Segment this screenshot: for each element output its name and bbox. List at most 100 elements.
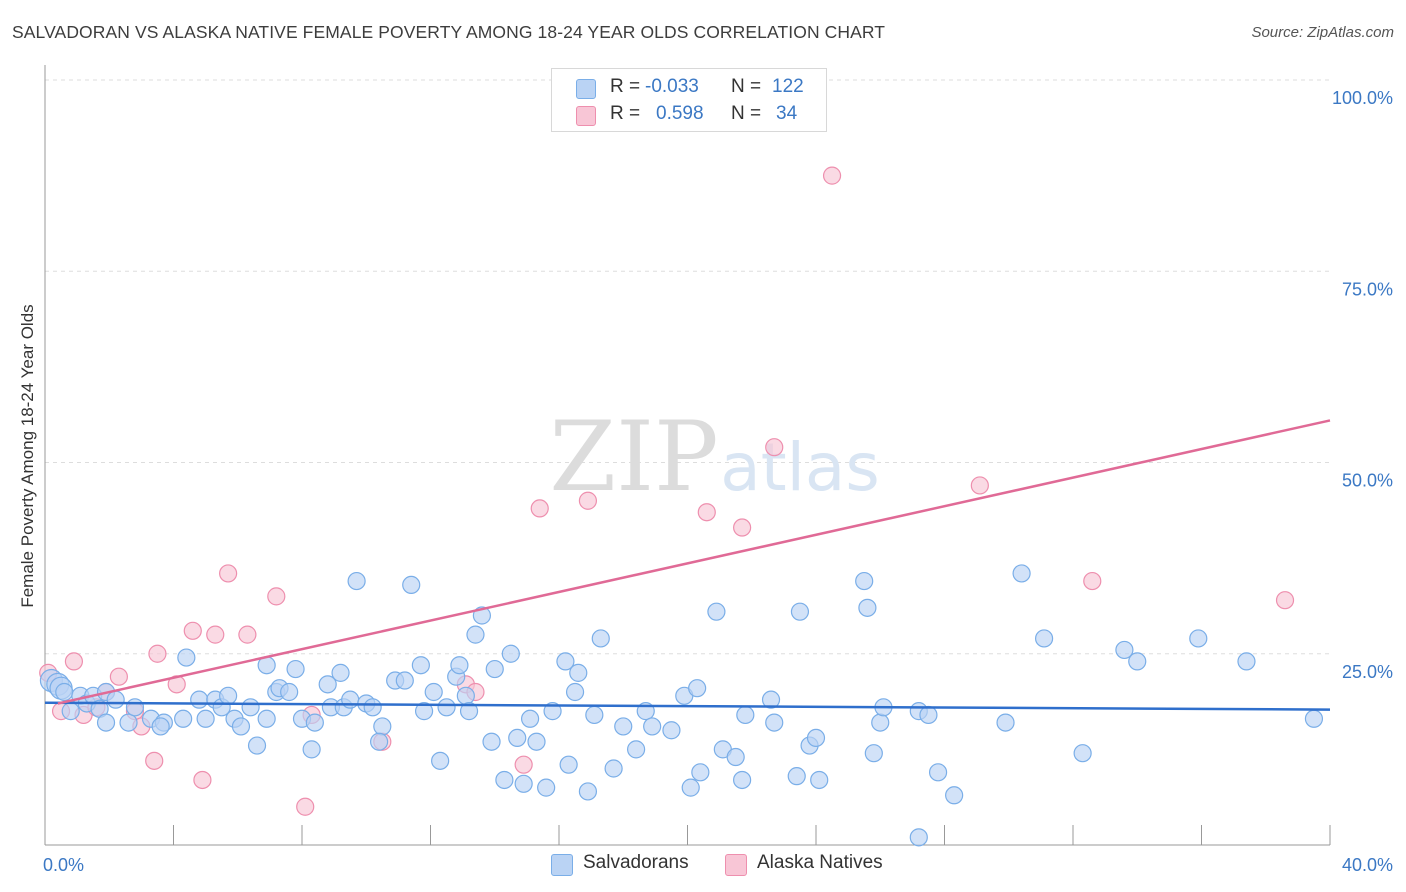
salvadorans-point	[520, 709, 540, 728]
salvadorans-point	[431, 751, 450, 770]
alaska-natives-point	[765, 438, 784, 457]
salvadorans-point	[257, 709, 276, 728]
y-tick-label: 100.0%	[1332, 88, 1393, 108]
salvadorans-point	[1189, 629, 1208, 648]
alaska-natives-point	[183, 621, 202, 640]
salvadorans-point	[231, 717, 251, 736]
salvadorans-point	[527, 732, 546, 751]
correlation-legend: R = -0.033 N = 122 R = 0.598 N = 34	[551, 68, 827, 132]
x-tick-label: 40.0%	[1342, 855, 1393, 875]
salvadorans-point	[1115, 640, 1134, 660]
salvadorans-point	[787, 767, 806, 786]
salvadorans-point	[196, 709, 215, 728]
salvadorans-point	[855, 571, 874, 591]
salvadorans-point	[411, 656, 430, 675]
x-tick-label: 0.0%	[43, 855, 84, 875]
salvadorans-point	[177, 648, 196, 667]
alaska-natives-legend-swatch	[725, 854, 747, 876]
alaska-natives-point	[697, 503, 716, 522]
salvadorans-point	[537, 778, 556, 797]
salvadorans-point	[591, 629, 610, 648]
salvadorans-point	[810, 770, 829, 790]
salvadorans-point	[373, 717, 392, 736]
salvadorans-point	[1304, 709, 1324, 728]
salvadorans-point	[151, 717, 170, 736]
alaska-natives-point	[514, 755, 533, 774]
alaska-natives-point	[296, 797, 315, 816]
salvadorans-point	[858, 598, 877, 617]
salvadorans-point	[280, 682, 299, 702]
salvadorans-point	[909, 828, 928, 847]
axes	[44, 65, 1331, 846]
salvadorans-point	[466, 625, 485, 644]
salvadorans-point	[569, 663, 588, 682]
y-tick-label: 25.0%	[1342, 662, 1393, 682]
salvadorans-point	[707, 602, 726, 621]
alaska-natives-point	[238, 625, 257, 644]
salvadorans-trend-line	[44, 701, 1331, 711]
salvadorans-n-value: 122	[772, 76, 804, 97]
salvadorans-point	[691, 763, 710, 782]
tick-labels: 0.0% 40.0% 25.0% 50.0% 75.0% 100.0%	[43, 88, 1393, 875]
alaska-natives-r-value: 0.598	[656, 103, 704, 124]
salvadorans-point	[96, 713, 116, 732]
alaska-natives-point	[1083, 571, 1102, 591]
salvadorans-point	[414, 702, 434, 721]
salvadorans-point	[565, 682, 585, 702]
salvadorans-point	[106, 690, 125, 709]
salvadorans-point	[219, 686, 238, 705]
n-label: N =	[731, 103, 762, 124]
salvadorans-point	[1128, 652, 1147, 671]
salvadorans-point	[370, 732, 389, 751]
salvadorans-point	[190, 690, 209, 709]
alaska-natives-point	[822, 166, 842, 185]
watermark-zip: ZIP	[549, 401, 718, 513]
n-label: N =	[731, 76, 762, 97]
salvadorans-point	[662, 721, 681, 740]
salvadorans-point	[578, 782, 598, 801]
salvadorans-point	[726, 747, 745, 767]
alaska-natives-point	[530, 499, 549, 518]
chart-title: SALVADORAN VS ALASKA NATIVE FEMALE POVER…	[12, 22, 886, 42]
alaska-natives-point	[1275, 591, 1295, 610]
salvadorans-point	[681, 778, 700, 797]
watermark-atlas: atlas	[720, 429, 880, 506]
salvadorans-point	[424, 682, 443, 702]
alaska-natives-point	[193, 770, 212, 790]
salvadorans-point	[305, 713, 324, 732]
salvadorans-point	[604, 759, 623, 778]
salvadorans-point	[485, 659, 504, 679]
alaska-natives-point	[145, 751, 164, 770]
salvadorans-point	[543, 702, 562, 721]
salvadorans-point	[286, 659, 305, 679]
salvadorans-r-value: -0.033	[645, 76, 699, 97]
salvadorans-point	[806, 728, 826, 748]
salvadorans-point	[871, 713, 890, 732]
alaska-natives-point	[267, 587, 286, 606]
salvadorans-point	[331, 663, 350, 682]
salvadorans-point	[437, 698, 456, 717]
salvadorans-swatch	[576, 79, 596, 99]
salvadorans-point	[928, 763, 948, 782]
salvadorans-point	[945, 786, 964, 805]
salvadorans-point	[1237, 652, 1256, 671]
salvadorans-point	[761, 690, 781, 709]
salvadorans-point	[736, 705, 755, 725]
salvadorans-point	[402, 575, 421, 595]
salvadorans-point	[556, 652, 575, 671]
salvadorans-point	[55, 682, 74, 702]
salvadorans-point	[501, 644, 520, 663]
salvadorans-point	[585, 705, 604, 725]
alaska-natives-point	[64, 652, 84, 671]
y-tick-label: 50.0%	[1342, 471, 1393, 491]
salvadorans-point	[302, 740, 321, 759]
salvadorans-point	[395, 671, 414, 690]
salvadorans-point	[174, 709, 193, 728]
alaska-natives-point	[148, 644, 167, 663]
salvadorans-point	[247, 736, 267, 755]
trend-lines	[44, 419, 1331, 711]
salvadorans-point	[688, 679, 707, 698]
salvadorans-point	[733, 770, 752, 790]
salvadorans-point	[450, 656, 469, 675]
